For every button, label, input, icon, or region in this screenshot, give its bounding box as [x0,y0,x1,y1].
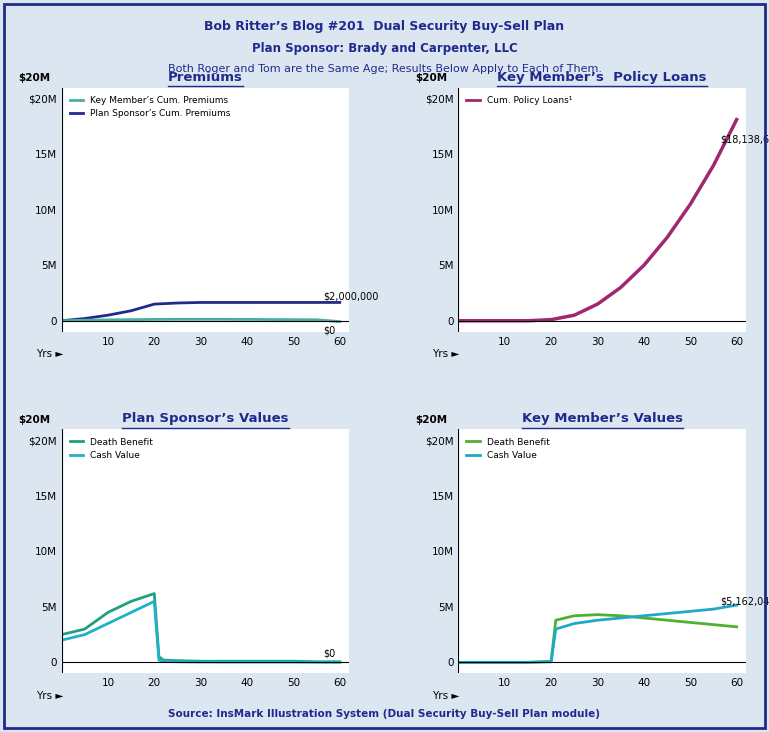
Text: $5,162,049: $5,162,049 [721,597,769,607]
Legend: Key Member’s Cum. Premiums, Plan Sponsor’s Cum. Premiums: Key Member’s Cum. Premiums, Plan Sponsor… [66,92,235,122]
Text: Both Roger and Tom are the Same Age; Results Below Apply to Each of Them.: Both Roger and Tom are the Same Age; Res… [168,64,601,75]
Text: Bob Ritter’s Blog #201  Dual Security Buy-Sell Plan: Bob Ritter’s Blog #201 Dual Security Buy… [205,20,564,34]
Legend: Cum. Policy Loans¹: Cum. Policy Loans¹ [463,92,576,108]
Text: Yrs ►: Yrs ► [35,349,63,359]
Legend: Death Benefit, Cash Value: Death Benefit, Cash Value [66,434,157,463]
Title: Key Member’s Values: Key Member’s Values [521,413,683,425]
Text: $20M: $20M [415,414,448,425]
Title: Plan Sponsor’s Values: Plan Sponsor’s Values [122,413,288,425]
Text: Source: InsMark Illustration System (Dual Security Buy-Sell Plan module): Source: InsMark Illustration System (Dua… [168,709,601,719]
Text: Yrs ►: Yrs ► [432,349,460,359]
Text: $0: $0 [324,649,336,659]
Text: Plan Sponsor: Brady and Carpenter, LLC: Plan Sponsor: Brady and Carpenter, LLC [251,42,518,56]
Text: $0: $0 [324,326,336,335]
Text: $20M: $20M [18,414,51,425]
Text: $2,000,000: $2,000,000 [324,292,379,302]
Title: Key Member’s  Policy Loans: Key Member’s Policy Loans [498,71,707,84]
Text: $20M: $20M [415,73,448,83]
Text: Yrs ►: Yrs ► [432,690,460,701]
Text: $18,138,624: $18,138,624 [721,135,769,144]
Title: Premiums: Premiums [168,71,243,84]
Text: Yrs ►: Yrs ► [35,690,63,701]
Legend: Death Benefit, Cash Value: Death Benefit, Cash Value [463,434,554,463]
Text: $20M: $20M [18,73,51,83]
